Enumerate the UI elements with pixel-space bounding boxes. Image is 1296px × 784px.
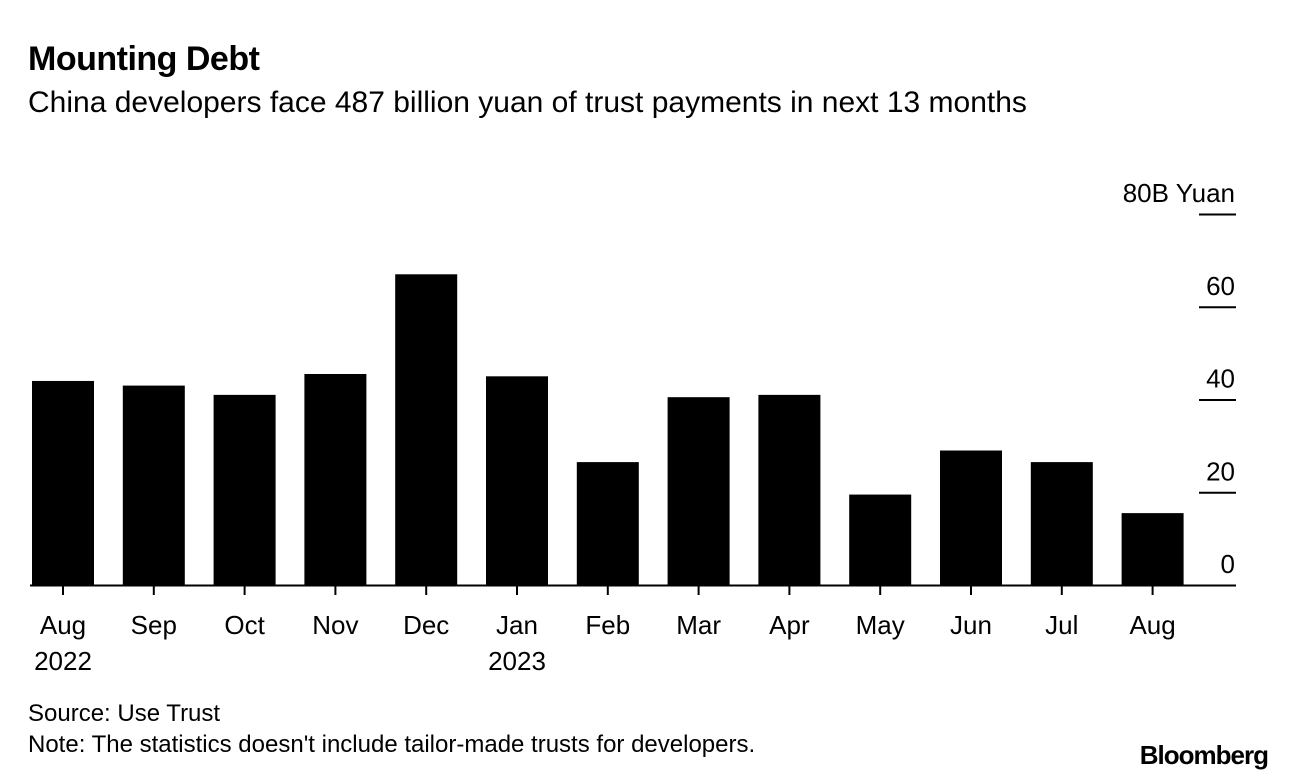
source-text: Source: Use Trust — [28, 700, 221, 727]
x-tick-label-6: Feb — [585, 610, 630, 640]
bars-group — [32, 274, 1184, 585]
note-text: Note: The statistics doesn't include tai… — [28, 731, 756, 758]
x-tick-label-9: May — [856, 610, 905, 640]
bar-9 — [849, 494, 912, 585]
bloomberg-logo: Bloomberg — [1139, 740, 1269, 770]
x-tick-label-1: Sep — [131, 610, 177, 640]
bar-0 — [32, 380, 94, 585]
x-tick-label-12: Aug — [1129, 610, 1175, 640]
y-axis: 0 20 40 60 80B Yuan — [1123, 178, 1236, 579]
bar-1 — [122, 385, 185, 585]
x-tick-label-4: Dec — [403, 610, 449, 640]
bar-8 — [758, 394, 821, 585]
bar-4 — [395, 274, 458, 585]
bar-10 — [940, 450, 1002, 585]
x-year-label-5: 2023 — [488, 646, 546, 676]
x-tick-label-8: Apr — [769, 610, 810, 640]
x-tick-label-0: Aug — [40, 610, 86, 640]
bar-11 — [1030, 462, 1093, 585]
x-tick-label-10: Jun — [950, 610, 992, 640]
x-year-label-0: 2022 — [34, 646, 92, 676]
x-tick-label-3: Nov — [312, 610, 358, 640]
y-tick-label-4: 80B Yuan — [1123, 178, 1235, 208]
x-tick-label-2: Oct — [224, 610, 265, 640]
chart-subtitle: China developers face 487 billion yuan o… — [28, 86, 1027, 119]
bar-6 — [576, 462, 639, 585]
x-tick-label-5: Jan — [496, 610, 538, 640]
bar-3 — [304, 373, 367, 585]
chart-title: Mounting Debt — [28, 40, 260, 78]
bar-5 — [486, 376, 548, 585]
y-tick-label-1: 20 — [1206, 456, 1235, 486]
bar-12 — [1121, 513, 1184, 585]
x-axis: Aug 2022 Sep Oct Nov Dec Jan 2023 Feb Mar Apr May Ju… — [30, 584, 1236, 676]
bar-7 — [667, 397, 730, 585]
x-tick-label-7: Mar — [676, 610, 721, 640]
y-tick-label-2: 40 — [1206, 364, 1235, 394]
y-tick-label-0: 0 — [1221, 549, 1235, 579]
x-tick-label-11: Jul — [1045, 610, 1078, 640]
bar-2 — [213, 394, 276, 585]
y-tick-label-3: 60 — [1206, 271, 1235, 301]
